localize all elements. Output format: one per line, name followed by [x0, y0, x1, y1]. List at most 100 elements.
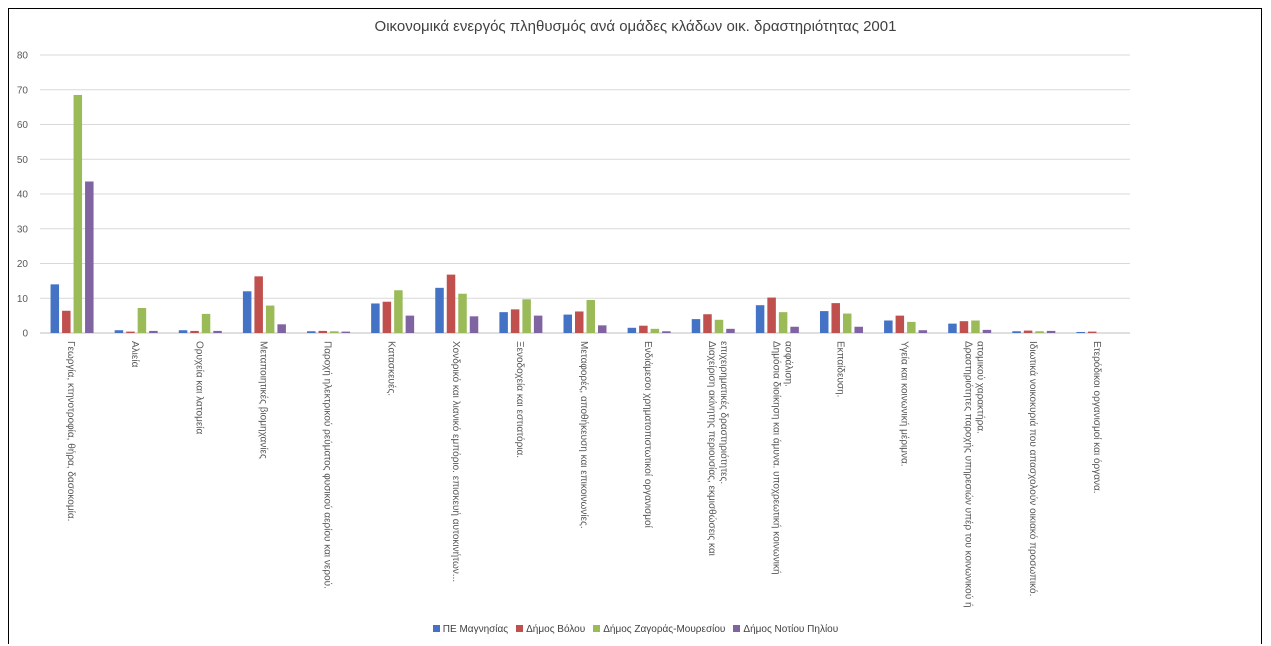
bar	[982, 329, 992, 333]
chart-frame	[8, 8, 1262, 644]
bar	[371, 303, 380, 333]
bar	[598, 325, 607, 333]
y-tick-label: 20	[17, 259, 29, 270]
bar	[458, 293, 467, 333]
bar	[790, 326, 799, 333]
bar	[242, 291, 252, 333]
chart-title: Οικονομικά ενεργός πληθυσμός ανά ομάδες …	[374, 18, 897, 35]
y-tick-label: 60	[17, 120, 29, 131]
legend-swatch	[432, 625, 440, 632]
x-tick-label: Ξενοδοχεία και εστιατόρια.	[514, 341, 526, 458]
bar	[703, 314, 712, 333]
bar	[959, 321, 969, 333]
legend-item: Δήμος Βόλου	[516, 624, 585, 635]
bar	[842, 313, 852, 333]
bar	[895, 315, 905, 333]
bar	[918, 330, 928, 333]
bar	[254, 276, 263, 333]
bar	[650, 328, 660, 333]
x-tick-label: Ορυχεία και λατομεία	[193, 341, 205, 435]
y-tick-label: 40	[17, 190, 29, 201]
bar	[114, 330, 124, 333]
bar	[726, 328, 735, 333]
y-tick-label: 80	[17, 51, 29, 62]
bar	[446, 274, 456, 333]
bar	[831, 303, 840, 333]
bar	[190, 330, 199, 333]
bar	[854, 326, 863, 333]
bar	[510, 309, 520, 333]
bar	[627, 327, 637, 333]
bar	[178, 330, 188, 333]
bar	[533, 315, 543, 333]
bar	[1035, 331, 1044, 333]
bar	[563, 314, 572, 333]
bar	[341, 331, 351, 333]
legend-label: Δήμος Βόλου	[526, 624, 586, 635]
bar	[213, 330, 222, 333]
bar	[149, 330, 158, 333]
bar	[126, 331, 135, 333]
bar	[1046, 330, 1056, 333]
bar	[137, 307, 147, 333]
x-tick-label: Χονδρικό και λιανικό εμπόριο. επισκευή α…	[450, 341, 462, 582]
y-tick-label: 30	[17, 224, 29, 235]
bar	[277, 324, 286, 333]
bar	[1087, 331, 1097, 333]
bar	[948, 323, 957, 333]
bar	[435, 287, 444, 333]
y-tick-label: 70	[17, 85, 29, 96]
x-tick-label: Ενδιάμεσοι χρηματοπιστωτικοί οργανισμοί	[642, 341, 654, 529]
bar	[50, 284, 60, 333]
bar	[575, 311, 584, 333]
bar	[714, 319, 724, 333]
x-tick-label: Παροχή ηλεκτρικού ρεύματος φυσικού αερίο…	[322, 341, 334, 589]
x-tick-label: Δραστηριότητες παροχής υπηρεσιών υπέρ το…	[963, 341, 987, 608]
bar	[201, 313, 211, 333]
legend-label: Δήμος Νοτίου Πηλίου	[743, 624, 839, 635]
bar	[469, 316, 479, 333]
bar	[586, 299, 595, 333]
x-tick-label: Ιδιωτικά νοικοκυριά που απασχολούν οικια…	[1027, 341, 1039, 596]
bar	[1023, 330, 1033, 333]
legend-label: ΠΕ Μαγνησίας	[442, 624, 509, 635]
bar	[884, 320, 893, 333]
x-tick-label: Δημόσια διοίκηση και άμυνα. υποχρεωτική …	[770, 341, 794, 575]
chart-legend: ΠΕ Μαγνησίας Δήμος Βόλου Δήμος Ζαγοράς-Μου…	[0, 624, 1271, 635]
legend-swatch	[733, 625, 741, 632]
bar	[819, 311, 829, 333]
x-tick-label: Εκπαίδευση.	[834, 341, 846, 397]
y-tick-label: 50	[17, 155, 29, 166]
bar	[73, 94, 83, 334]
bar	[1076, 331, 1085, 333]
bar	[522, 299, 531, 333]
bar	[499, 312, 508, 333]
bar	[907, 321, 916, 333]
bar	[330, 331, 339, 333]
legend-item: Δήμος Νοτίου Πηλίου	[733, 624, 838, 635]
x-tick-label: Ετερόδικοι οργανισμοί και όργανα.	[1091, 341, 1103, 494]
y-tick-label: 10	[17, 294, 29, 305]
legend-item: ΠΕ Μαγνησίας	[432, 624, 509, 635]
bar	[767, 297, 776, 333]
legend-item: Δήμος Ζαγοράς-Μουρεσίου	[593, 624, 725, 635]
bar	[307, 331, 316, 333]
bar	[971, 320, 980, 333]
x-tick-label: Αλιεία	[129, 341, 141, 368]
bar	[639, 325, 648, 333]
bar	[1012, 331, 1021, 333]
bar	[755, 305, 765, 333]
x-tick-label: Μεταποιητικές βιομηχανίες	[257, 341, 269, 459]
bar	[778, 312, 788, 333]
x-tick-label: Διαχείριση ακίνητης περιουσίας, εκμισθώσ…	[706, 341, 730, 556]
bar	[318, 330, 328, 333]
legend-label: Δήμος Ζαγοράς-Μουρεσίου	[603, 624, 726, 635]
bar	[265, 305, 275, 333]
y-tick-label: 0	[22, 329, 28, 340]
bar	[394, 290, 403, 333]
bar	[662, 331, 671, 333]
x-tick-label: Υγεία και κοινωνική μέριμνα.	[899, 341, 911, 467]
x-tick-label: Γεωργία, κτηνοτροφία, θήρα, δασοκομία.	[65, 341, 77, 521]
x-tick-label: Κατασκευές.	[386, 341, 398, 396]
